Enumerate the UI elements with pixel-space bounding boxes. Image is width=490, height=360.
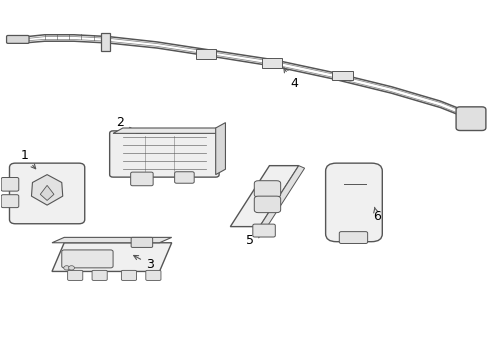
FancyBboxPatch shape (68, 270, 83, 280)
FancyBboxPatch shape (262, 58, 282, 68)
Polygon shape (260, 166, 305, 229)
FancyBboxPatch shape (339, 231, 368, 243)
FancyBboxPatch shape (254, 196, 281, 213)
FancyBboxPatch shape (146, 270, 161, 280)
Text: 1: 1 (20, 149, 36, 169)
FancyBboxPatch shape (253, 224, 275, 237)
Text: 3: 3 (134, 256, 154, 271)
FancyBboxPatch shape (92, 270, 107, 280)
FancyBboxPatch shape (9, 163, 85, 224)
FancyBboxPatch shape (196, 49, 216, 59)
FancyBboxPatch shape (1, 177, 19, 191)
Polygon shape (113, 128, 225, 134)
Polygon shape (230, 166, 299, 226)
FancyBboxPatch shape (62, 250, 113, 268)
FancyBboxPatch shape (1, 195, 19, 208)
Text: 4: 4 (284, 68, 298, 90)
FancyBboxPatch shape (254, 181, 281, 197)
Circle shape (69, 266, 74, 270)
FancyBboxPatch shape (456, 107, 486, 131)
FancyBboxPatch shape (101, 33, 110, 51)
FancyBboxPatch shape (6, 36, 29, 43)
Polygon shape (31, 175, 63, 205)
FancyBboxPatch shape (174, 172, 194, 183)
FancyBboxPatch shape (110, 131, 219, 177)
FancyBboxPatch shape (131, 172, 153, 186)
Circle shape (64, 266, 70, 270)
FancyBboxPatch shape (131, 237, 153, 247)
Polygon shape (52, 243, 172, 271)
Polygon shape (52, 237, 172, 243)
Text: 5: 5 (246, 234, 261, 247)
FancyBboxPatch shape (326, 163, 382, 242)
Text: 2: 2 (117, 116, 141, 133)
Text: 6: 6 (373, 207, 381, 223)
FancyBboxPatch shape (332, 71, 353, 80)
FancyBboxPatch shape (122, 270, 137, 280)
Polygon shape (40, 185, 54, 201)
Polygon shape (216, 123, 225, 175)
